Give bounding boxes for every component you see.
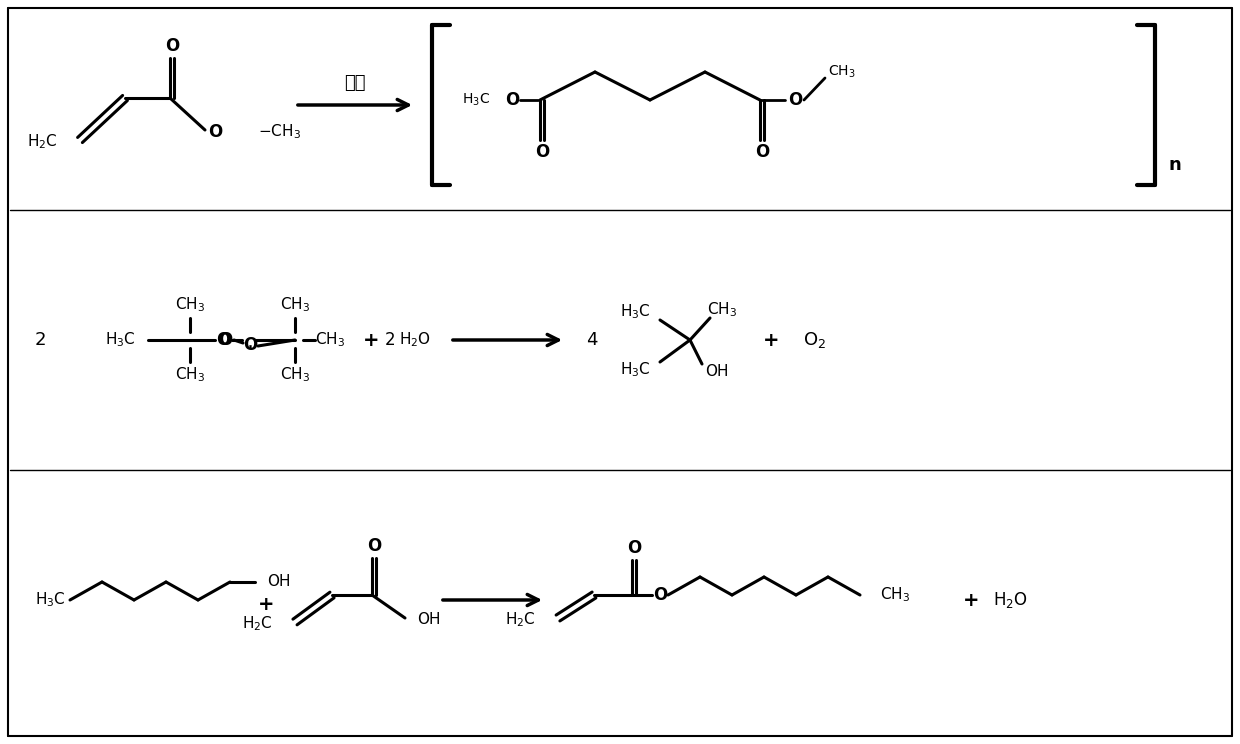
Text: $\mathsf{H_2C}$: $\mathsf{H_2C}$ [242, 615, 273, 633]
Text: O: O [787, 91, 802, 109]
Text: $\mathsf{CH_3}$: $\mathsf{CH_3}$ [315, 330, 345, 350]
Text: 聚合: 聚合 [345, 74, 366, 92]
Text: O: O [218, 331, 232, 349]
Text: $\mathsf{H_3C}$: $\mathsf{H_3C}$ [104, 330, 135, 350]
Text: $\mathsf{H_2O}$: $\mathsf{H_2O}$ [399, 330, 432, 350]
Text: O: O [367, 537, 381, 555]
Text: $\mathbf{+}$: $\mathbf{+}$ [362, 330, 378, 350]
Text: O: O [505, 91, 520, 109]
Text: $\mathbf{+}$: $\mathbf{+}$ [761, 330, 779, 350]
Text: $\mathsf{CH_3}$: $\mathsf{CH_3}$ [175, 365, 205, 385]
Text: $\mathsf{H_2C}$: $\mathsf{H_2C}$ [506, 611, 536, 629]
Text: O: O [208, 123, 222, 141]
Text: 2: 2 [35, 331, 46, 349]
Text: $\mathsf{H_3C}$: $\mathsf{H_3C}$ [463, 92, 490, 108]
Text: O: O [627, 539, 641, 557]
Text: 2: 2 [384, 331, 396, 349]
Text: $\mathsf{CH_3}$: $\mathsf{CH_3}$ [880, 586, 910, 604]
Text: O: O [216, 331, 231, 349]
Text: OH: OH [267, 574, 290, 589]
Text: O: O [243, 336, 257, 354]
Text: OH: OH [706, 365, 729, 379]
Text: $\mathsf{H_2C}$: $\mathsf{H_2C}$ [27, 132, 58, 151]
Text: $\mathsf{CH_3}$: $\mathsf{CH_3}$ [707, 301, 737, 319]
Text: O: O [755, 143, 769, 161]
Text: $\mathsf{CH_3}$: $\mathsf{CH_3}$ [280, 365, 310, 385]
Text: O: O [534, 143, 549, 161]
Text: $\mathsf{H_2O}$: $\mathsf{H_2O}$ [993, 590, 1028, 610]
Text: n: n [1168, 156, 1182, 174]
Text: $\mathsf{H_3C}$: $\mathsf{H_3C}$ [35, 591, 66, 609]
Text: O: O [165, 37, 179, 55]
Text: $\mathsf{O_2}$: $\mathsf{O_2}$ [804, 330, 827, 350]
Text: .: . [247, 332, 253, 352]
Text: O: O [653, 586, 667, 604]
Text: OH: OH [417, 612, 440, 627]
Text: 4: 4 [587, 331, 598, 349]
Text: $\mathsf{H_3C}$: $\mathsf{H_3C}$ [620, 361, 650, 379]
Text: $\mathsf{CH_3}$: $\mathsf{CH_3}$ [175, 295, 205, 315]
Text: $\mathbf{+}$: $\mathbf{+}$ [962, 591, 978, 609]
Text: $\mathsf{CH_3}$: $\mathsf{CH_3}$ [828, 64, 856, 80]
Text: $\mathbf{+}$: $\mathbf{+}$ [257, 595, 273, 615]
Text: $\mathsf{H_3C}$: $\mathsf{H_3C}$ [620, 303, 650, 321]
Text: $\mathsf{-CH_3}$: $\mathsf{-CH_3}$ [258, 123, 301, 141]
Text: $\mathsf{CH_3}$: $\mathsf{CH_3}$ [280, 295, 310, 315]
